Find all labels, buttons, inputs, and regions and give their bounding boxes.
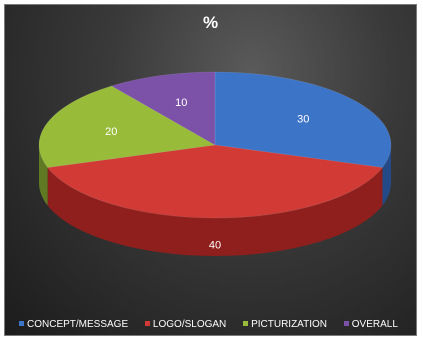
pie-data-label: 10 (175, 97, 187, 109)
legend-label: PICTURIZATION (251, 319, 327, 330)
legend-swatch (145, 321, 150, 326)
pie-data-label: 30 (297, 113, 309, 125)
chart-area: % 30 40 20 10 CONCEPT/MESSAGE LOGO/SLOGAN P… (4, 4, 417, 336)
pie-plot: 30 40 20 10 (5, 5, 417, 336)
legend: CONCEPT/MESSAGE LOGO/SLOGAN PICTURIZATIO… (19, 319, 412, 330)
pie-data-label: 20 (105, 126, 117, 138)
legend-item-concept: CONCEPT/MESSAGE (19, 319, 128, 330)
legend-item-logo: LOGO/SLOGAN (145, 319, 226, 330)
legend-swatch (243, 321, 248, 326)
legend-label: LOGO/SLOGAN (153, 319, 226, 330)
legend-label: OVERALL (352, 319, 398, 330)
legend-label: CONCEPT/MESSAGE (27, 319, 128, 330)
legend-swatch (344, 321, 349, 326)
legend-item-overall: OVERALL (344, 319, 398, 330)
legend-item-picturization: PICTURIZATION (243, 319, 327, 330)
legend-swatch (19, 321, 24, 326)
pie-data-label: 40 (209, 240, 221, 252)
